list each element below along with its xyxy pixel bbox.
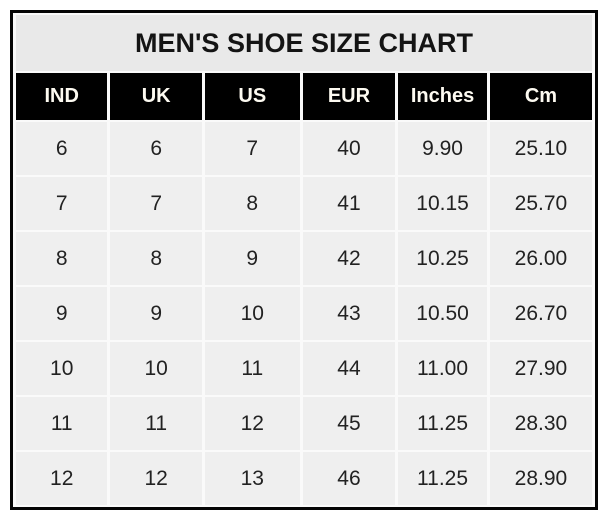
cell-ind: 9 xyxy=(16,287,108,340)
cell-us: 9 xyxy=(204,232,300,285)
cell-inches: 11.00 xyxy=(398,342,487,395)
cell-uk: 6 xyxy=(110,122,202,175)
cell-uk: 8 xyxy=(110,232,202,285)
table-row: 9 9 10 43 10.50 26.70 xyxy=(16,287,592,340)
cell-eur: 42 xyxy=(302,232,396,285)
table-row: 12 12 13 46 11.25 28.90 xyxy=(16,452,592,505)
cell-uk: 11 xyxy=(110,397,202,450)
column-header-inches: Inches xyxy=(398,73,487,120)
table-row: 8 8 9 42 10.25 26.00 xyxy=(16,232,592,285)
column-header-ind: IND xyxy=(16,73,108,120)
cell-inches: 10.25 xyxy=(398,232,487,285)
column-header-cm: Cm xyxy=(489,73,592,120)
cell-eur: 41 xyxy=(302,177,396,230)
cell-eur: 46 xyxy=(302,452,396,505)
cell-us: 7 xyxy=(204,122,300,175)
cell-cm: 28.90 xyxy=(489,452,592,505)
cell-uk: 7 xyxy=(110,177,202,230)
column-header-uk: UK xyxy=(110,73,202,120)
cell-inches: 10.50 xyxy=(398,287,487,340)
cell-eur: 43 xyxy=(302,287,396,340)
cell-cm: 25.70 xyxy=(489,177,592,230)
table-row: 11 11 12 45 11.25 28.30 xyxy=(16,397,592,450)
column-header-us: US xyxy=(204,73,300,120)
table-row: 7 7 8 41 10.15 25.70 xyxy=(16,177,592,230)
chart-title: MEN'S SHOE SIZE CHART xyxy=(16,15,592,71)
cell-inches: 11.25 xyxy=(398,452,487,505)
cell-cm: 27.90 xyxy=(489,342,592,395)
cell-eur: 44 xyxy=(302,342,396,395)
cell-us: 10 xyxy=(204,287,300,340)
cell-us: 12 xyxy=(204,397,300,450)
cell-us: 13 xyxy=(204,452,300,505)
cell-inches: 11.25 xyxy=(398,397,487,450)
cell-ind: 10 xyxy=(16,342,108,395)
shoe-size-chart-table: MEN'S SHOE SIZE CHART IND UK US EUR Inch… xyxy=(10,10,598,510)
cell-ind: 12 xyxy=(16,452,108,505)
cell-ind: 8 xyxy=(16,232,108,285)
table-row: 6 6 7 40 9.90 25.10 xyxy=(16,122,592,175)
table-row: 10 10 11 44 11.00 27.90 xyxy=(16,342,592,395)
cell-eur: 45 xyxy=(302,397,396,450)
cell-us: 8 xyxy=(204,177,300,230)
cell-us: 11 xyxy=(204,342,300,395)
title-row: MEN'S SHOE SIZE CHART xyxy=(16,15,592,71)
cell-cm: 26.70 xyxy=(489,287,592,340)
cell-uk: 10 xyxy=(110,342,202,395)
cell-ind: 6 xyxy=(16,122,108,175)
column-header-eur: EUR xyxy=(302,73,396,120)
cell-uk: 9 xyxy=(110,287,202,340)
cell-eur: 40 xyxy=(302,122,396,175)
cell-cm: 25.10 xyxy=(489,122,592,175)
cell-inches: 10.15 xyxy=(398,177,487,230)
header-row: IND UK US EUR Inches Cm xyxy=(16,73,592,120)
cell-inches: 9.90 xyxy=(398,122,487,175)
cell-cm: 28.30 xyxy=(489,397,592,450)
cell-cm: 26.00 xyxy=(489,232,592,285)
cell-uk: 12 xyxy=(110,452,202,505)
cell-ind: 7 xyxy=(16,177,108,230)
cell-ind: 11 xyxy=(16,397,108,450)
